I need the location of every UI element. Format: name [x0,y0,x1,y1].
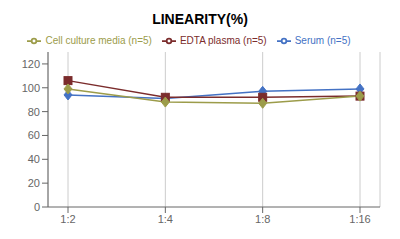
svg-text:0: 0 [34,201,40,213]
svg-text:40: 40 [28,153,40,165]
html-text:Cell culture media (n=5): Cell culture media (n=5) [45,34,152,46]
svg-text:60: 60 [28,129,40,141]
svg-text:1:2: 1:2 [60,213,75,225]
svg-text:1:4: 1:4 [158,213,173,225]
html-text:EDTA plasma (n=5): EDTA plasma (n=5) [179,34,267,46]
svg-text:1:8: 1:8 [255,213,270,225]
html-text:Serum (n=5): Serum (n=5) [294,34,351,46]
svg-text:120: 120 [22,58,40,70]
html-text:LINEARITY(%): LINEARITY(%) [152,11,248,27]
svg-text:100: 100 [22,82,40,94]
svg-text:1:16: 1:16 [349,213,370,225]
svg-text:80: 80 [28,106,40,118]
svg-text:20: 20 [28,177,40,189]
